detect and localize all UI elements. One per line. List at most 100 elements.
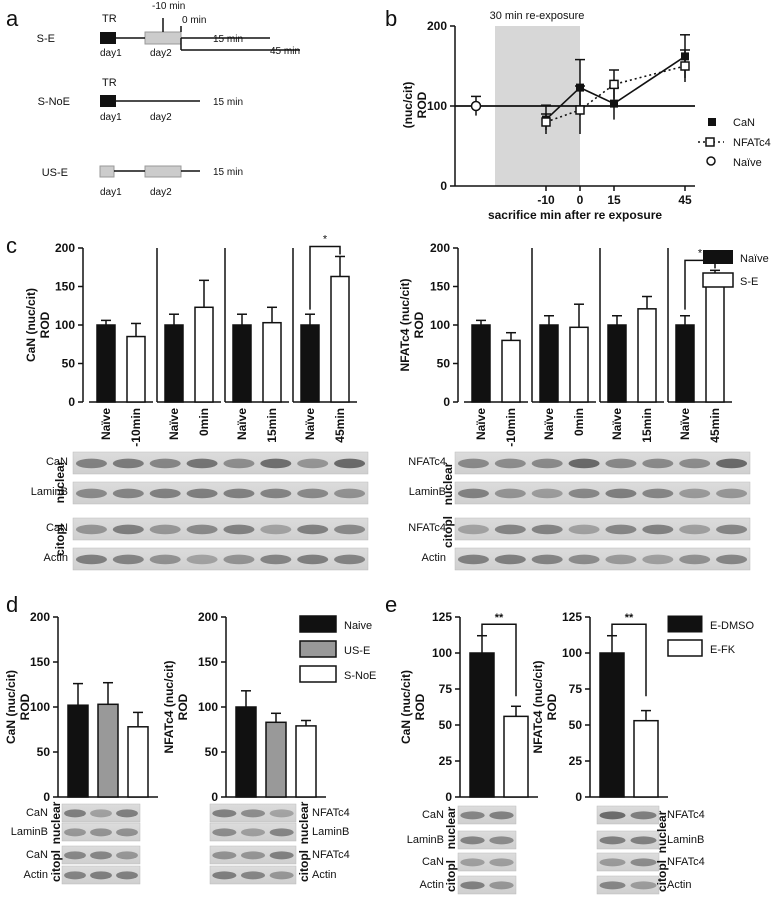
- blot-strip: [596, 875, 660, 895]
- bar: [194, 306, 214, 403]
- blot-strip-bg: [596, 875, 660, 895]
- blot-strip-band: [489, 858, 514, 867]
- blot-strip-band: [112, 524, 144, 535]
- blot-strip-bg: [209, 822, 297, 842]
- blot-label: LaminB: [667, 834, 704, 846]
- bar: [599, 652, 625, 798]
- blot-label: LaminB: [409, 486, 446, 498]
- blot-strip-band: [269, 828, 294, 837]
- x-tick-label: 45min: [333, 408, 347, 443]
- blot-strip-band: [630, 858, 657, 867]
- y-tick-label: 0: [211, 790, 218, 804]
- blot-strip-band: [75, 458, 107, 469]
- blot-label: Actin: [24, 869, 48, 881]
- blot-label: Actin: [422, 552, 446, 564]
- sig-star: *: [323, 233, 328, 245]
- blot-strip-bg: [457, 875, 517, 895]
- bar: [67, 704, 89, 798]
- side-label-nuclear: nuclear: [297, 801, 311, 844]
- legend-swatch: [702, 272, 734, 288]
- side-label-citopl-line: citopl: [49, 850, 63, 882]
- blot-strip-band: [90, 851, 112, 860]
- blot-strip-bg: [596, 805, 660, 825]
- row-label: US-E: [42, 167, 68, 179]
- blot-strip-band: [716, 554, 748, 565]
- bar: [503, 715, 529, 798]
- side-label-citopl: citopl: [655, 860, 669, 892]
- blot-strip: [454, 517, 751, 541]
- panel-label-e: e: [385, 592, 397, 617]
- side-label-nuclear-line: nuclear: [53, 460, 67, 503]
- sig-star: **: [495, 612, 504, 624]
- blot-strip-band: [494, 524, 526, 535]
- blot-strip: [596, 805, 660, 825]
- y-tick-label: 50: [569, 718, 583, 732]
- bar: [300, 324, 320, 403]
- blot-strip-band: [297, 458, 329, 469]
- blot-strip-band: [460, 881, 485, 890]
- tr-block: [100, 32, 116, 44]
- blot-strip-band: [75, 524, 107, 535]
- blot-label: NFATc4: [312, 807, 350, 819]
- blot-strip: [209, 822, 297, 842]
- blot-strip-bg: [72, 517, 369, 541]
- blot-strip-band: [494, 458, 526, 469]
- blot-strip: [209, 845, 297, 865]
- blot-strip-bg: [209, 845, 297, 865]
- point: [541, 117, 551, 127]
- row-label: S-E: [37, 33, 55, 45]
- blot-strip-band: [457, 524, 489, 535]
- legend-label: NFATc4: [733, 137, 771, 149]
- blot-strip-band: [568, 458, 600, 469]
- bar: [232, 324, 252, 403]
- blot-label: CaN: [46, 456, 68, 468]
- day-label: day2: [150, 187, 172, 198]
- blot-strip-band: [531, 554, 563, 565]
- blot-label: CaN: [46, 522, 68, 534]
- legend-label: US-E: [344, 645, 370, 657]
- y-tick-label: 150: [30, 655, 50, 669]
- blot-strip-band: [716, 524, 748, 535]
- blot-strip-bg: [596, 830, 660, 850]
- blot-strip-band: [64, 871, 86, 880]
- blot-strip-band: [186, 554, 218, 565]
- sig-bracket: [309, 245, 341, 310]
- y-axis-label: CaN (nuc/cit) ROD: [24, 288, 52, 362]
- blot-strip: [72, 547, 369, 571]
- blot-strip-band: [599, 881, 626, 890]
- x-axis-label: sacrifice min after re exposure: [488, 208, 662, 222]
- blot-label: Actin: [667, 879, 691, 891]
- blot-strip-band: [260, 488, 292, 499]
- x-tick-label: Naïve: [678, 408, 692, 440]
- bar: [469, 652, 495, 798]
- blot-strip-band: [260, 524, 292, 535]
- blot-strip-band: [334, 524, 366, 535]
- side-label-citopl-line: citopl: [655, 860, 669, 892]
- x-tick-label: 45: [678, 193, 692, 207]
- bar: [330, 275, 350, 403]
- day-label: day2: [150, 48, 172, 59]
- y-tick-label: 200: [430, 241, 450, 255]
- y-tick-label: 100: [198, 700, 218, 714]
- blot-strip-band: [642, 488, 674, 499]
- side-label-nuclear-line: nuclear: [655, 810, 669, 853]
- blot-strip-band: [568, 488, 600, 499]
- blot-label: CaN: [26, 849, 48, 861]
- blot-strip-band: [297, 554, 329, 565]
- x-tick-label: Naïve: [474, 408, 488, 440]
- blot-strip-band: [212, 871, 237, 880]
- bar: [633, 719, 659, 798]
- y-tick-label: 200: [198, 610, 218, 624]
- blot-strip-band: [269, 809, 294, 818]
- y-axis-label-line: NFATc4 (nuc/cit): [531, 661, 545, 754]
- x-tick-label: Naïve: [610, 408, 624, 440]
- blot-strip-band: [223, 524, 255, 535]
- blot-strip-bg: [596, 852, 660, 872]
- point: [575, 105, 585, 115]
- blot-strip: [72, 517, 369, 541]
- blot-strip: [61, 803, 141, 823]
- blot-label: Actin: [44, 552, 68, 564]
